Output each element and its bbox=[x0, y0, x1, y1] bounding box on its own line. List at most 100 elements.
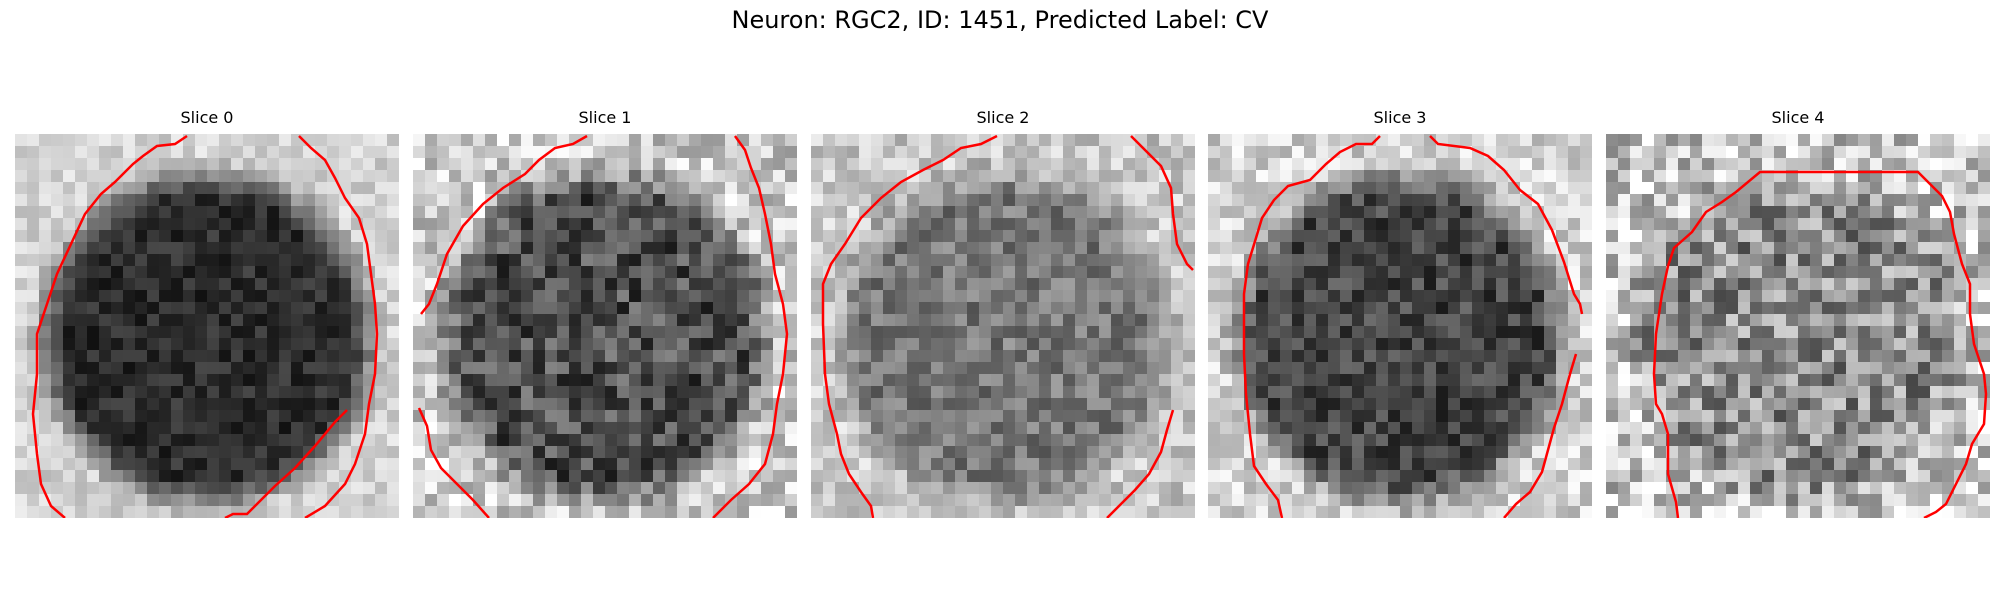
pixel bbox=[351, 302, 364, 315]
pixel bbox=[1400, 290, 1413, 303]
pixel bbox=[1714, 254, 1727, 267]
pixel bbox=[485, 410, 498, 423]
pixel bbox=[339, 290, 352, 303]
pixel bbox=[1786, 230, 1799, 243]
pixel bbox=[653, 146, 666, 159]
pixel bbox=[15, 218, 28, 231]
pixel bbox=[171, 482, 184, 495]
pixel bbox=[943, 338, 956, 351]
pixel bbox=[375, 494, 388, 507]
pixel bbox=[1822, 218, 1835, 231]
pixel bbox=[1436, 470, 1449, 483]
pixel bbox=[15, 278, 28, 291]
pixel bbox=[1580, 398, 1592, 411]
pixel bbox=[895, 386, 908, 399]
pixel bbox=[339, 482, 352, 495]
pixel bbox=[737, 338, 750, 351]
pixel bbox=[955, 182, 968, 195]
pixel bbox=[919, 362, 932, 375]
pixel bbox=[1027, 386, 1040, 399]
pixel bbox=[1352, 230, 1365, 243]
pixel bbox=[1003, 266, 1016, 279]
pixel bbox=[847, 326, 860, 339]
pixel bbox=[1532, 134, 1545, 147]
pixel bbox=[1810, 314, 1823, 327]
pixel bbox=[449, 374, 462, 387]
pixel bbox=[1220, 386, 1233, 399]
pixel bbox=[87, 218, 100, 231]
pixel bbox=[1798, 254, 1811, 267]
pixel bbox=[569, 374, 582, 387]
pixel bbox=[1786, 350, 1799, 363]
pixel bbox=[387, 182, 399, 195]
pixel bbox=[1039, 374, 1052, 387]
pixel bbox=[111, 446, 124, 459]
pixel bbox=[449, 410, 462, 423]
pixel bbox=[847, 134, 860, 147]
pixel bbox=[1220, 374, 1233, 387]
pixel bbox=[569, 410, 582, 423]
pixel bbox=[1858, 398, 1871, 411]
pixel bbox=[1556, 362, 1569, 375]
pixel bbox=[847, 266, 860, 279]
pixel bbox=[895, 134, 908, 147]
pixel bbox=[1798, 290, 1811, 303]
pixel bbox=[773, 170, 786, 183]
pixel bbox=[883, 182, 896, 195]
pixel bbox=[1606, 182, 1619, 195]
pixel bbox=[1606, 410, 1619, 423]
pixel bbox=[1762, 146, 1775, 159]
pixel bbox=[159, 194, 172, 207]
pixel bbox=[1544, 470, 1557, 483]
pixel bbox=[1304, 410, 1317, 423]
pixel bbox=[701, 458, 714, 471]
pixel bbox=[1424, 458, 1437, 471]
pixel bbox=[931, 290, 944, 303]
pixel bbox=[159, 302, 172, 315]
pixel bbox=[15, 242, 28, 255]
pixel bbox=[1171, 266, 1184, 279]
pixel bbox=[1232, 206, 1245, 219]
pixel bbox=[1774, 350, 1787, 363]
pixel bbox=[1171, 170, 1184, 183]
pixel bbox=[195, 278, 208, 291]
pixel bbox=[473, 338, 486, 351]
pixel bbox=[1003, 242, 1016, 255]
pixel bbox=[509, 446, 522, 459]
pixel bbox=[15, 374, 28, 387]
pixel bbox=[1918, 158, 1931, 171]
pixel bbox=[1232, 158, 1245, 171]
pixel bbox=[147, 158, 160, 171]
pixel bbox=[1099, 374, 1112, 387]
pixel bbox=[1942, 446, 1955, 459]
pixel bbox=[1268, 338, 1281, 351]
pixel bbox=[713, 182, 726, 195]
pixel bbox=[99, 314, 112, 327]
pixel bbox=[171, 218, 184, 231]
pixel bbox=[557, 218, 570, 231]
pixel bbox=[1508, 386, 1521, 399]
pixel bbox=[99, 446, 112, 459]
pixel bbox=[1846, 386, 1859, 399]
pixel bbox=[811, 314, 824, 327]
pixel bbox=[63, 386, 76, 399]
pixel bbox=[1027, 218, 1040, 231]
pixel bbox=[183, 446, 196, 459]
pixel bbox=[931, 266, 944, 279]
pixel bbox=[1424, 170, 1437, 183]
pixel bbox=[1328, 278, 1341, 291]
pixel bbox=[883, 494, 896, 507]
pixel bbox=[1690, 422, 1703, 435]
pixel bbox=[111, 314, 124, 327]
pixel bbox=[785, 338, 797, 351]
pixel bbox=[255, 410, 268, 423]
pixel bbox=[1738, 266, 1751, 279]
pixel bbox=[1556, 146, 1569, 159]
pixel bbox=[449, 194, 462, 207]
pixel bbox=[1159, 206, 1172, 219]
pixel bbox=[171, 446, 184, 459]
pixel bbox=[485, 302, 498, 315]
pixel bbox=[1580, 338, 1592, 351]
pixel bbox=[1870, 194, 1883, 207]
pixel bbox=[919, 290, 932, 303]
